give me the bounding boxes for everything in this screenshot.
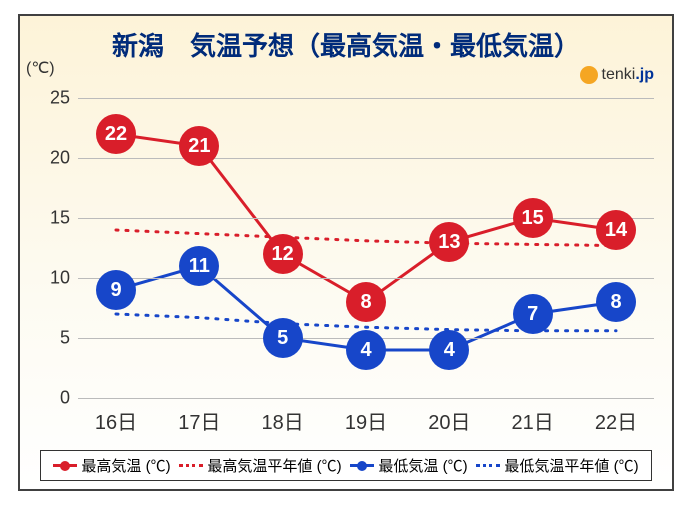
legend-low-avg: 最低気温平年値 (℃)	[476, 455, 638, 476]
high-temp-point: 8	[346, 282, 386, 322]
grid-line	[78, 158, 654, 159]
y-tick-label: 15	[50, 208, 70, 229]
legend-high-avg: 最高気温平年値 (℃)	[179, 455, 341, 476]
low-temp-point: 8	[596, 282, 636, 322]
x-tick-label: 22日	[595, 406, 637, 435]
grid-line	[78, 218, 654, 219]
y-tick-label: 0	[60, 388, 70, 409]
y-tick-label: 5	[60, 328, 70, 349]
low-temp-point: 4	[346, 330, 386, 370]
legend-label: 最低気温平年値 (℃)	[504, 455, 638, 476]
low-temp-point: 4	[429, 330, 469, 370]
legend-high: 最高気温 (℃)	[53, 455, 170, 476]
legend-marker-low-avg	[476, 464, 500, 467]
x-tick-label: 20日	[428, 406, 470, 435]
low-temp-point: 5	[263, 318, 303, 358]
high-temp-point: 22	[96, 114, 136, 154]
legend: 最高気温 (℃) 最高気温平年値 (℃) 最低気温 (℃) 最低気温平年値 (℃…	[40, 450, 652, 481]
high-temp-point: 12	[263, 234, 303, 274]
high-temp-point: 15	[513, 198, 553, 238]
watermark-text: tenki	[602, 66, 636, 83]
chart-area: 051015202516日17日18日19日20日21日22日222112813…	[78, 98, 654, 398]
high-temp-point: 13	[429, 222, 469, 262]
low-temp-point: 11	[179, 246, 219, 286]
legend-marker-high	[53, 464, 77, 467]
x-tick-label: 17日	[178, 406, 220, 435]
y-axis-unit: (℃)	[26, 58, 55, 78]
legend-label: 最高気温平年値 (℃)	[207, 455, 341, 476]
low-temp-point: 9	[96, 270, 136, 310]
legend-label: 最高気温 (℃)	[81, 455, 170, 476]
chart-frame: 新潟 気温予想（最高気温・最低気温） (℃) tenki.jp 0 5 10 15 20…	[18, 14, 674, 491]
weather-chart-card: 新潟 気温予想（最高気温・最低気温） (℃) tenki.jp 0 5 10 15 20…	[0, 0, 692, 519]
grid-line	[78, 398, 654, 399]
y-tick-label: 25	[50, 88, 70, 109]
legend-marker-high-avg	[179, 464, 203, 467]
source-watermark: tenki.jp	[580, 66, 654, 84]
watermark-suffix: .jp	[635, 66, 654, 83]
chart-title: 新潟 気温予想（最高気温・最低気温）	[20, 26, 672, 63]
y-tick-label: 10	[50, 268, 70, 289]
high-temp-point: 21	[179, 126, 219, 166]
legend-marker-low	[350, 464, 374, 467]
grid-line	[78, 278, 654, 279]
x-tick-label: 19日	[345, 406, 387, 435]
low-temp-point: 7	[513, 294, 553, 334]
x-tick-label: 18日	[262, 406, 304, 435]
high-temp-point: 14	[596, 210, 636, 250]
legend-label: 最低気温 (℃)	[378, 455, 467, 476]
x-tick-label: 16日	[95, 406, 137, 435]
legend-low: 最低気温 (℃)	[350, 455, 467, 476]
x-tick-label: 21日	[512, 406, 554, 435]
sun-icon	[580, 66, 598, 84]
grid-line	[78, 98, 654, 99]
y-tick-label: 20	[50, 148, 70, 169]
